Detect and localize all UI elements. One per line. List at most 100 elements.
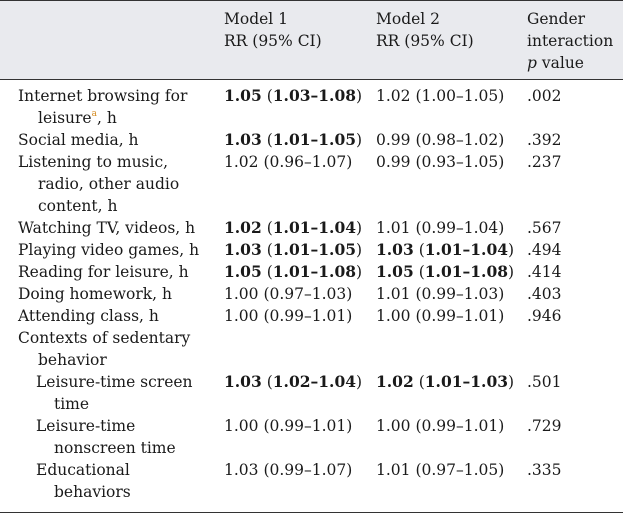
row-label-text: radio, other audio [38,175,180,193]
row-label-line: Social media, h [18,129,218,151]
row-label-line: Reading for leisure, h [18,261,218,283]
model2-cell-open: ( [418,373,425,391]
model1-cell-close: ) [356,241,363,259]
subrow-label-text: Leisure-time screen [36,373,193,391]
row-label-text: Social media, h [18,131,139,149]
row-label-text: Reading for leisure, h [18,263,189,281]
subrow-label: Educational behaviors [18,459,218,503]
header-model1: Model 1 RR (95% CI) [224,8,322,52]
header-gender-title: Gender [527,10,586,28]
row-label-text: Playing video games, h [18,241,200,259]
model2-cell-estimate: 1.02 [376,372,414,391]
model1-cell: 1.03 (1.01–1.05) [224,129,362,151]
model2-cell-text: 1.00 (0.99–1.01) [376,307,505,325]
model2-cell-open: ( [418,263,425,281]
pvalue-cell: .494 [527,241,562,259]
header-gender: Gender interaction p value [527,8,613,74]
row-label-text: Watching TV, videos, h [18,219,196,237]
model1-cell: 1.00 (0.97–1.03) [224,283,352,305]
model2-cell-text: 1.01 (0.99–1.03) [376,285,505,303]
model1-cell: 1.02 (1.01–1.04) [224,217,362,239]
row-label: Doing homework, h [18,283,218,305]
model2-cell-text: 1.01 (0.97–1.05) [376,461,505,479]
model1-cell: 1.05 (1.03–1.08) [224,85,362,107]
model2-cell: 1.01 (0.99–1.04) [376,217,504,239]
model2-cell-open: ( [418,241,425,259]
model2-cell: 1.05 (1.01–1.08) [376,261,514,283]
model1-cell: 1.03 (0.99–1.07) [224,459,352,481]
subrow-label-line: Leisure-time [18,415,218,437]
row-label-text: leisure [38,109,92,127]
model1-cell-open: ( [266,241,273,259]
row-label: Playing video games, h [18,239,218,261]
model1-cell-interval: 1.01–1.05 [272,240,357,259]
header-gender-pvalue: p value [527,52,613,74]
model2-cell: 0.99 (0.93–1.05) [376,151,504,173]
model1-cell-estimate: 1.03 [224,240,262,259]
row-label-line: Internet browsing for [18,85,218,107]
row-label-text: Attending class, h [18,307,159,325]
model1-cell-open: ( [266,87,273,105]
model1-cell-close: ) [356,87,363,105]
row-label-line: Playing video games, h [18,239,218,261]
model1-cell-interval: 1.03–1.08 [272,86,357,105]
model1-cell-text: 1.00 (0.99–1.01) [224,417,353,435]
row-label: Watching TV, videos, h [18,217,218,239]
header-p-italic: p [527,54,537,72]
table-header [0,0,623,80]
row-label: Listening to music, radio, other audio con… [18,151,218,217]
model2-cell-interval: 1.01–1.03 [424,372,509,391]
header-model2: Model 2 RR (95% CI) [376,8,474,52]
pvalue-cell: .392 [527,131,562,149]
model1-cell-interval: 1.01–1.04 [272,218,357,237]
header-model1-sub: RR (95% CI) [224,32,322,50]
model1-cell-open: ( [266,263,273,281]
row-label-tail: , h [96,109,117,127]
model2-cell: 1.00 (0.99–1.01) [376,305,504,327]
model2-cell: 1.01 (0.99–1.03) [376,283,504,305]
model2-cell: 0.99 (0.98–1.02) [376,129,504,151]
model2-cell-text: 1.02 (1.00–1.05) [376,87,505,105]
pvalue-cell: .403 [527,285,562,303]
subrow-label-text: nonscreen time [54,439,176,457]
model2-cell-interval: 1.01–1.04 [424,240,509,259]
pvalue-cell: .414 [527,263,562,281]
model1-cell: 1.02 (0.96–1.07) [224,151,352,173]
model1-cell-text: 1.00 (0.97–1.03) [224,285,353,303]
model2-cell-estimate: 1.05 [376,262,414,281]
row-label-line: Doing homework, h [18,283,218,305]
model1-cell: 1.03 (1.02–1.04) [224,371,362,393]
model2-cell: 1.02 (1.01–1.03) [376,371,514,393]
model1-cell: 1.05 (1.01–1.08) [224,261,362,283]
row-label: Internet browsing for leisurea, h [18,85,218,129]
model2-cell-text: 1.00 (0.99–1.01) [376,417,505,435]
model1-cell-estimate: 1.02 [224,218,262,237]
section-line: behavior [38,351,107,369]
model1-cell-close: ) [356,263,363,281]
model1-cell-estimate: 1.03 [224,372,262,391]
model2-cell: 1.00 (0.99–1.01) [376,415,504,437]
row-label-text: Doing homework, h [18,285,172,303]
model1-cell-open: ( [266,219,273,237]
row-label-line: Watching TV, videos, h [18,217,218,239]
model1-cell: 1.03 (1.01–1.05) [224,239,362,261]
section-label: Contexts of sedentary behavior [18,327,218,371]
pvalue-cell: .501 [527,373,562,391]
model1-cell-text: 1.03 (0.99–1.07) [224,461,353,479]
model1-cell-estimate: 1.05 [224,262,262,281]
model1-cell-interval: 1.01–1.05 [272,130,357,149]
model2-cell-interval: 1.01–1.08 [424,262,509,281]
subrow-label-line: behaviors [18,481,218,503]
row-label-text: Internet browsing for [18,87,188,105]
row-label: Social media, h [18,129,218,151]
subrow-label-line: nonscreen time [18,437,218,459]
model2-cell-estimate: 1.03 [376,240,414,259]
model1-cell-interval: 1.01–1.08 [272,262,357,281]
model2-cell: 1.02 (1.00–1.05) [376,85,504,107]
model2-cell-close: ) [508,241,515,259]
row-label-line: Attending class, h [18,305,218,327]
model1-cell-open: ( [266,131,273,149]
row-label-line: Listening to music, [18,151,218,173]
model1-cell-text: 1.00 (0.99–1.01) [224,307,353,325]
bottom-rule [0,512,623,513]
